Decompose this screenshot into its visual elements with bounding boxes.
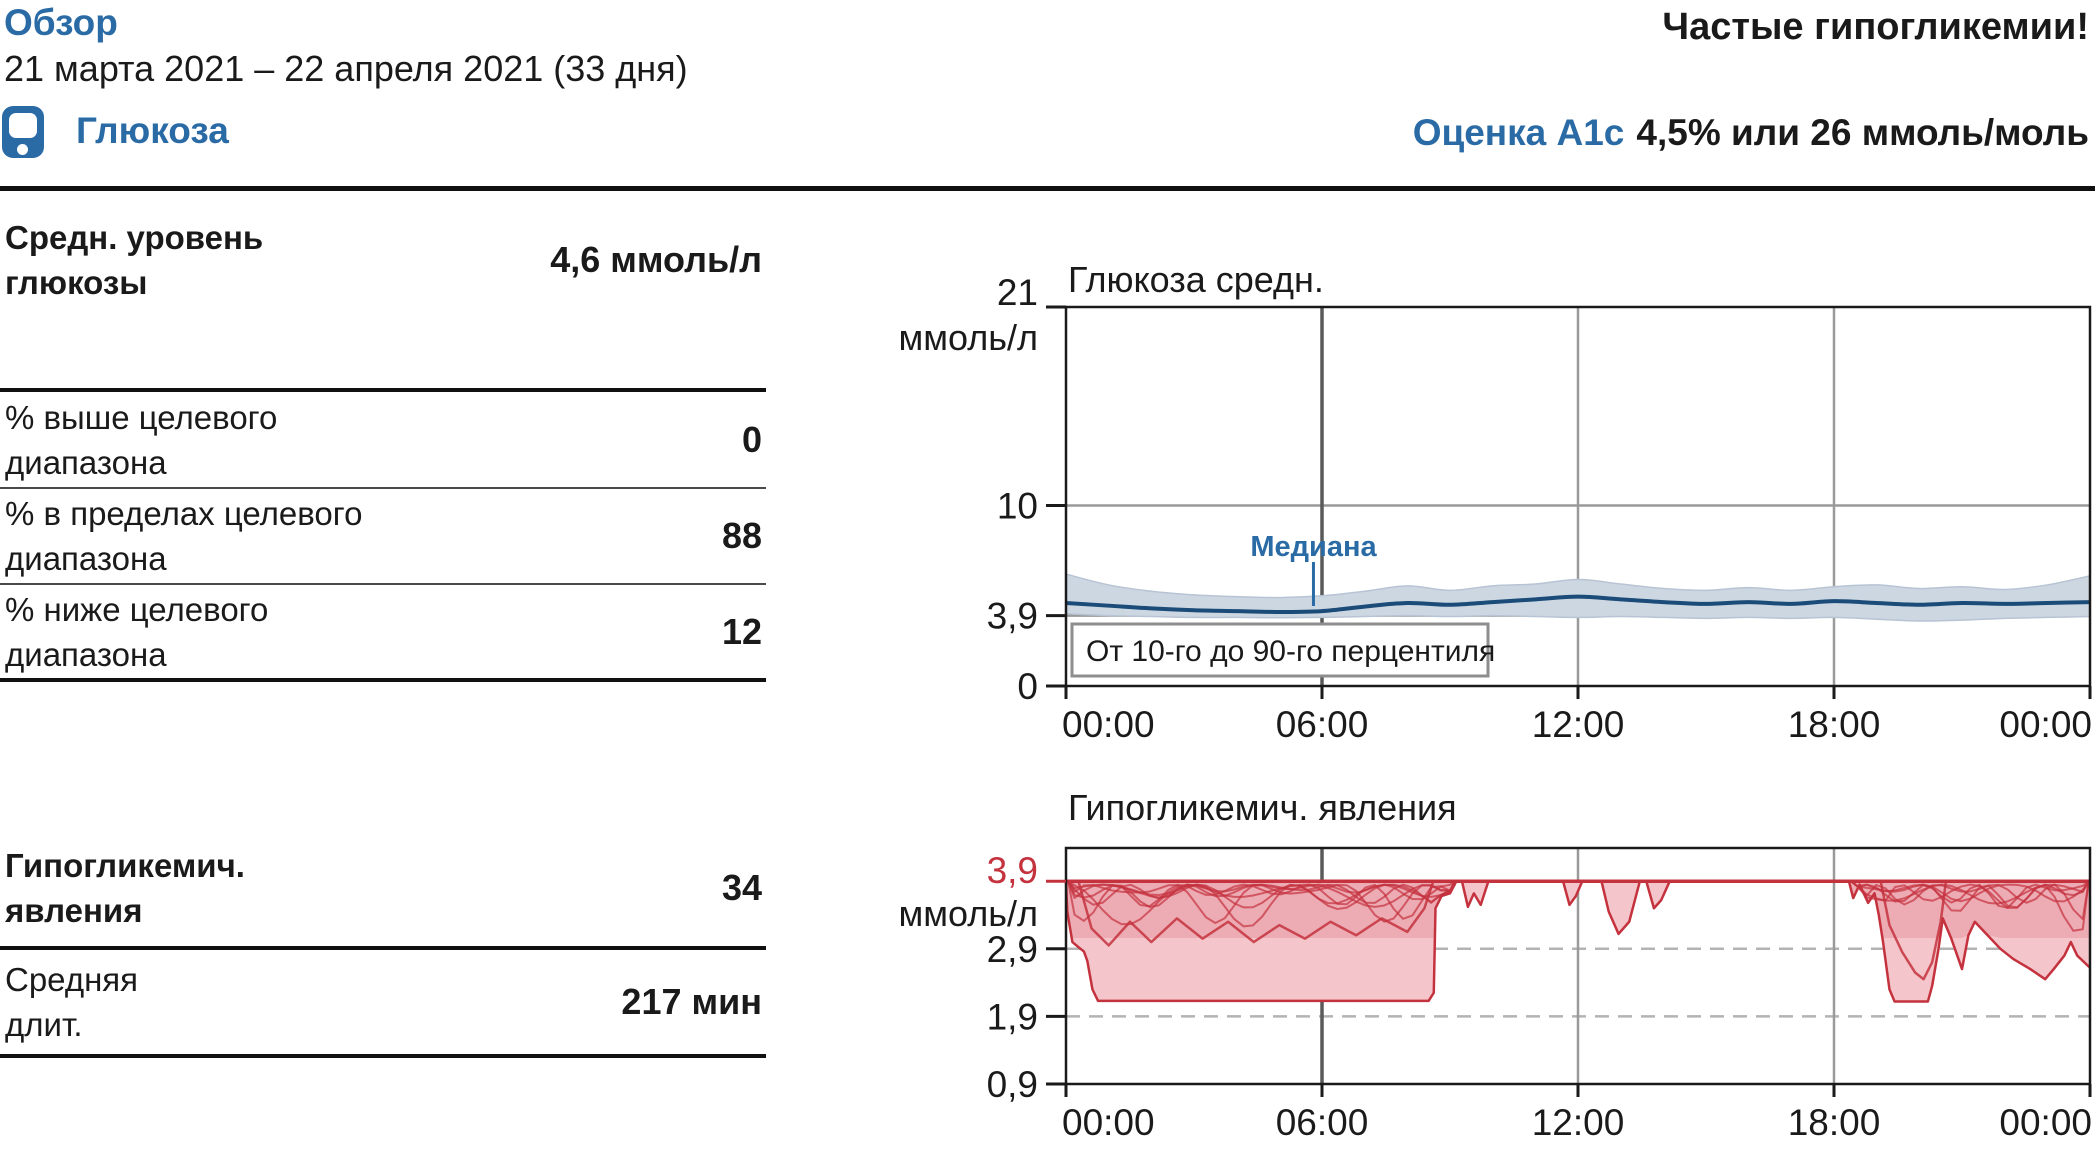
header-divider [0, 186, 2095, 191]
x-tick-label: 06:00 [1276, 704, 1369, 745]
stat-row: Средн. уровень глюкозы 4,6 ммоль/л [0, 196, 766, 392]
x-tick-label: 00:00 [1062, 1102, 1155, 1143]
y-axis-unit: ммоль/л [899, 317, 1039, 358]
stat-label: % выше целевого диапазона [5, 398, 278, 481]
stat-value: 0 [741, 418, 762, 460]
page-title: Обзор [4, 2, 118, 43]
hypo-event-outline [1645, 880, 1671, 910]
glucose-meter-icon [2, 106, 44, 158]
hypo-event-outline [1561, 880, 1584, 907]
a1c-value: 4,5% или 26 ммоль/моль [1636, 112, 2089, 153]
x-tick-label: 00:00 [1999, 704, 2092, 745]
y-tick-label: 10 [997, 486, 1038, 527]
median-annotation-label: Медиана [1250, 531, 1377, 563]
hypo-event-area [1601, 881, 1640, 934]
stat-value: 88 [721, 515, 762, 556]
chart2-title: Гипогликемич. явления [1068, 787, 1457, 828]
hypo-event-outline [1460, 880, 1490, 909]
stat-row: Гипогликемич. явления 34 [0, 830, 766, 950]
hypo-stats-table: Гипогликемич. явления 34 Средняя длит. 217 ми… [0, 830, 766, 1058]
date-range: 21 марта 2021 – 22 апреля 2021 (33 дня) [4, 48, 688, 89]
meter-dot-shape [17, 144, 28, 155]
y-tick-label: 0 [1017, 666, 1038, 707]
stat-row: % выше целевого диапазона 0 [0, 392, 766, 489]
y-tick-label: 1,9 [987, 996, 1038, 1037]
glucose-stats-table: Средн. уровень глюкозы 4,6 ммоль/л % выше ц… [0, 196, 766, 682]
percentile-legend-box [1070, 622, 1490, 678]
x-tick-label: 00:00 [1062, 704, 1155, 745]
median-line [1065, 594, 2091, 615]
y-tick-label: 0,9 [987, 1064, 1038, 1105]
hypo-trace [1850, 880, 2090, 905]
stat-label: Средняя длит. [5, 961, 139, 1043]
hypo-inner-trace [1077, 882, 1435, 947]
stat-label: Гипогликемич. явления [5, 847, 245, 929]
y-tick-label: 3,9 [987, 596, 1038, 637]
percentile-legend-label: От 10-го до 90-го перцентиля [1086, 635, 1495, 668]
hypo-event-outline [1847, 880, 2091, 1003]
hypo-event-outline [1600, 880, 1642, 936]
alert-banner: Частые гипогликемии! [1662, 6, 2089, 48]
y-tick-label: 3,9 [987, 850, 1038, 891]
a1c-estimate: Оценка A1c 4,5% или 26 ммоль/моль [1413, 112, 2089, 154]
stat-value: 217 мин [621, 981, 762, 1022]
y-tick-label: 21 [997, 272, 1038, 313]
x-tick-label: 12:00 [1532, 704, 1625, 745]
stat-row: % ниже целевого диапазона 12 [0, 585, 766, 682]
section-glucose-label: Глюкоза [76, 110, 229, 151]
hypo-trace [1067, 880, 1456, 909]
meter-screen-shape [9, 113, 37, 138]
x-tick-label: 00:00 [1999, 1102, 2092, 1143]
stat-row: Средняя длит. 217 мин [0, 950, 766, 1058]
stat-value: 12 [721, 610, 762, 652]
glucose-median-chart: Глюкоза средн. 21 10 3,9 0 ммоль/л 00:00 06:00 1… [899, 259, 2093, 745]
x-tick-label: 12:00 [1532, 1102, 1625, 1143]
hypo-events-chart: Гипогликемич. явления 3,9 2,9 1,9 0,9 ммоль/л… [899, 787, 2093, 1143]
y-tick-label: 2,9 [987, 929, 1038, 970]
hypo-trace [1067, 880, 1456, 922]
hypo-trace [1067, 880, 1456, 928]
stat-value: 34 [721, 867, 762, 908]
stat-label: % в пределах целевого диапазона [5, 495, 363, 577]
x-tick-label: 06:00 [1276, 1102, 1369, 1143]
hypo-event-outline [1064, 880, 1458, 1003]
a1c-label: Оценка A1c [1412, 112, 1625, 153]
x-tick-label: 18:00 [1788, 704, 1881, 745]
hypo-trace [1850, 880, 2090, 932]
stat-value: 4,6 ммоль/л [550, 239, 762, 280]
x-tick-label: 18:00 [1788, 1102, 1881, 1143]
stat-row: % в пределах целевого диапазона 88 [0, 489, 766, 585]
hypo-trace [1850, 880, 2090, 903]
hypo-inner-trace [1879, 882, 1948, 981]
chart1-title: Глюкоза средн. [1068, 259, 1324, 300]
y-axis-unit: ммоль/л [899, 893, 1039, 934]
stat-label: % ниже целевого диапазона [5, 590, 269, 673]
stat-label: Средн. уровень глюкозы [5, 219, 264, 301]
